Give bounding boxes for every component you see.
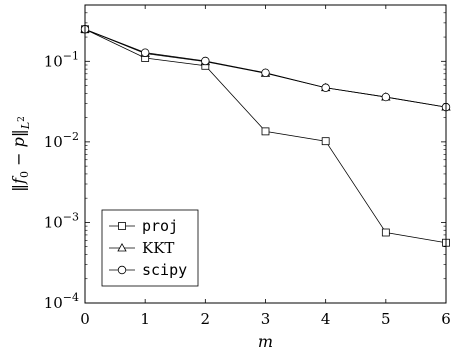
legend-entry-KKT: KKT (109, 239, 174, 257)
data-point-proj (321, 137, 330, 146)
x-tick-label: 0 (80, 310, 90, 328)
x-axis-title: m (258, 332, 273, 351)
legend-marker-scipy (117, 265, 127, 275)
tick-labels: 0 1 2 3 4 5 6 10−4 10−3 10−2 10−1 (44, 49, 451, 328)
series-line-scipy (84, 28, 447, 108)
series-KKT (80, 24, 451, 111)
y-tick-label: 10−3 (44, 210, 79, 231)
legend-label: scipy (142, 261, 187, 279)
data-point-scipy (201, 56, 210, 66)
y-axis-title: ‖f0 − p‖L2 (9, 116, 32, 192)
legend-entry-scipy: scipy (109, 261, 187, 279)
x-tick-label: 5 (381, 310, 391, 328)
x-tick-label: 6 (441, 310, 451, 328)
legend-label: KKT (142, 239, 174, 257)
data-point-proj (261, 127, 270, 136)
y-tick-label: 10−2 (44, 130, 79, 151)
y-tick-label: 10−4 (44, 291, 79, 312)
x-tick-label: 2 (201, 310, 211, 328)
legend: proj KKT scipy (101, 209, 199, 287)
x-tick-label: 3 (261, 310, 271, 328)
series-scipy (80, 25, 451, 112)
data-point-scipy (261, 68, 270, 78)
data-point-scipy (321, 83, 330, 92)
plot-frame (84, 4, 447, 304)
x-tick-label: 4 (321, 310, 331, 328)
y-tick-label: 10−1 (44, 49, 79, 70)
legend-label: proj (142, 217, 178, 235)
data-point-proj (381, 228, 390, 237)
x-tick-label: 1 (140, 310, 150, 328)
series-line-KKT (84, 28, 447, 108)
legend-marker-proj (118, 222, 126, 230)
legend-marker-KKT (117, 242, 127, 252)
legend-entry-proj: proj (109, 217, 178, 235)
data-point-scipy (140, 48, 150, 57)
data-point-scipy (381, 92, 391, 102)
